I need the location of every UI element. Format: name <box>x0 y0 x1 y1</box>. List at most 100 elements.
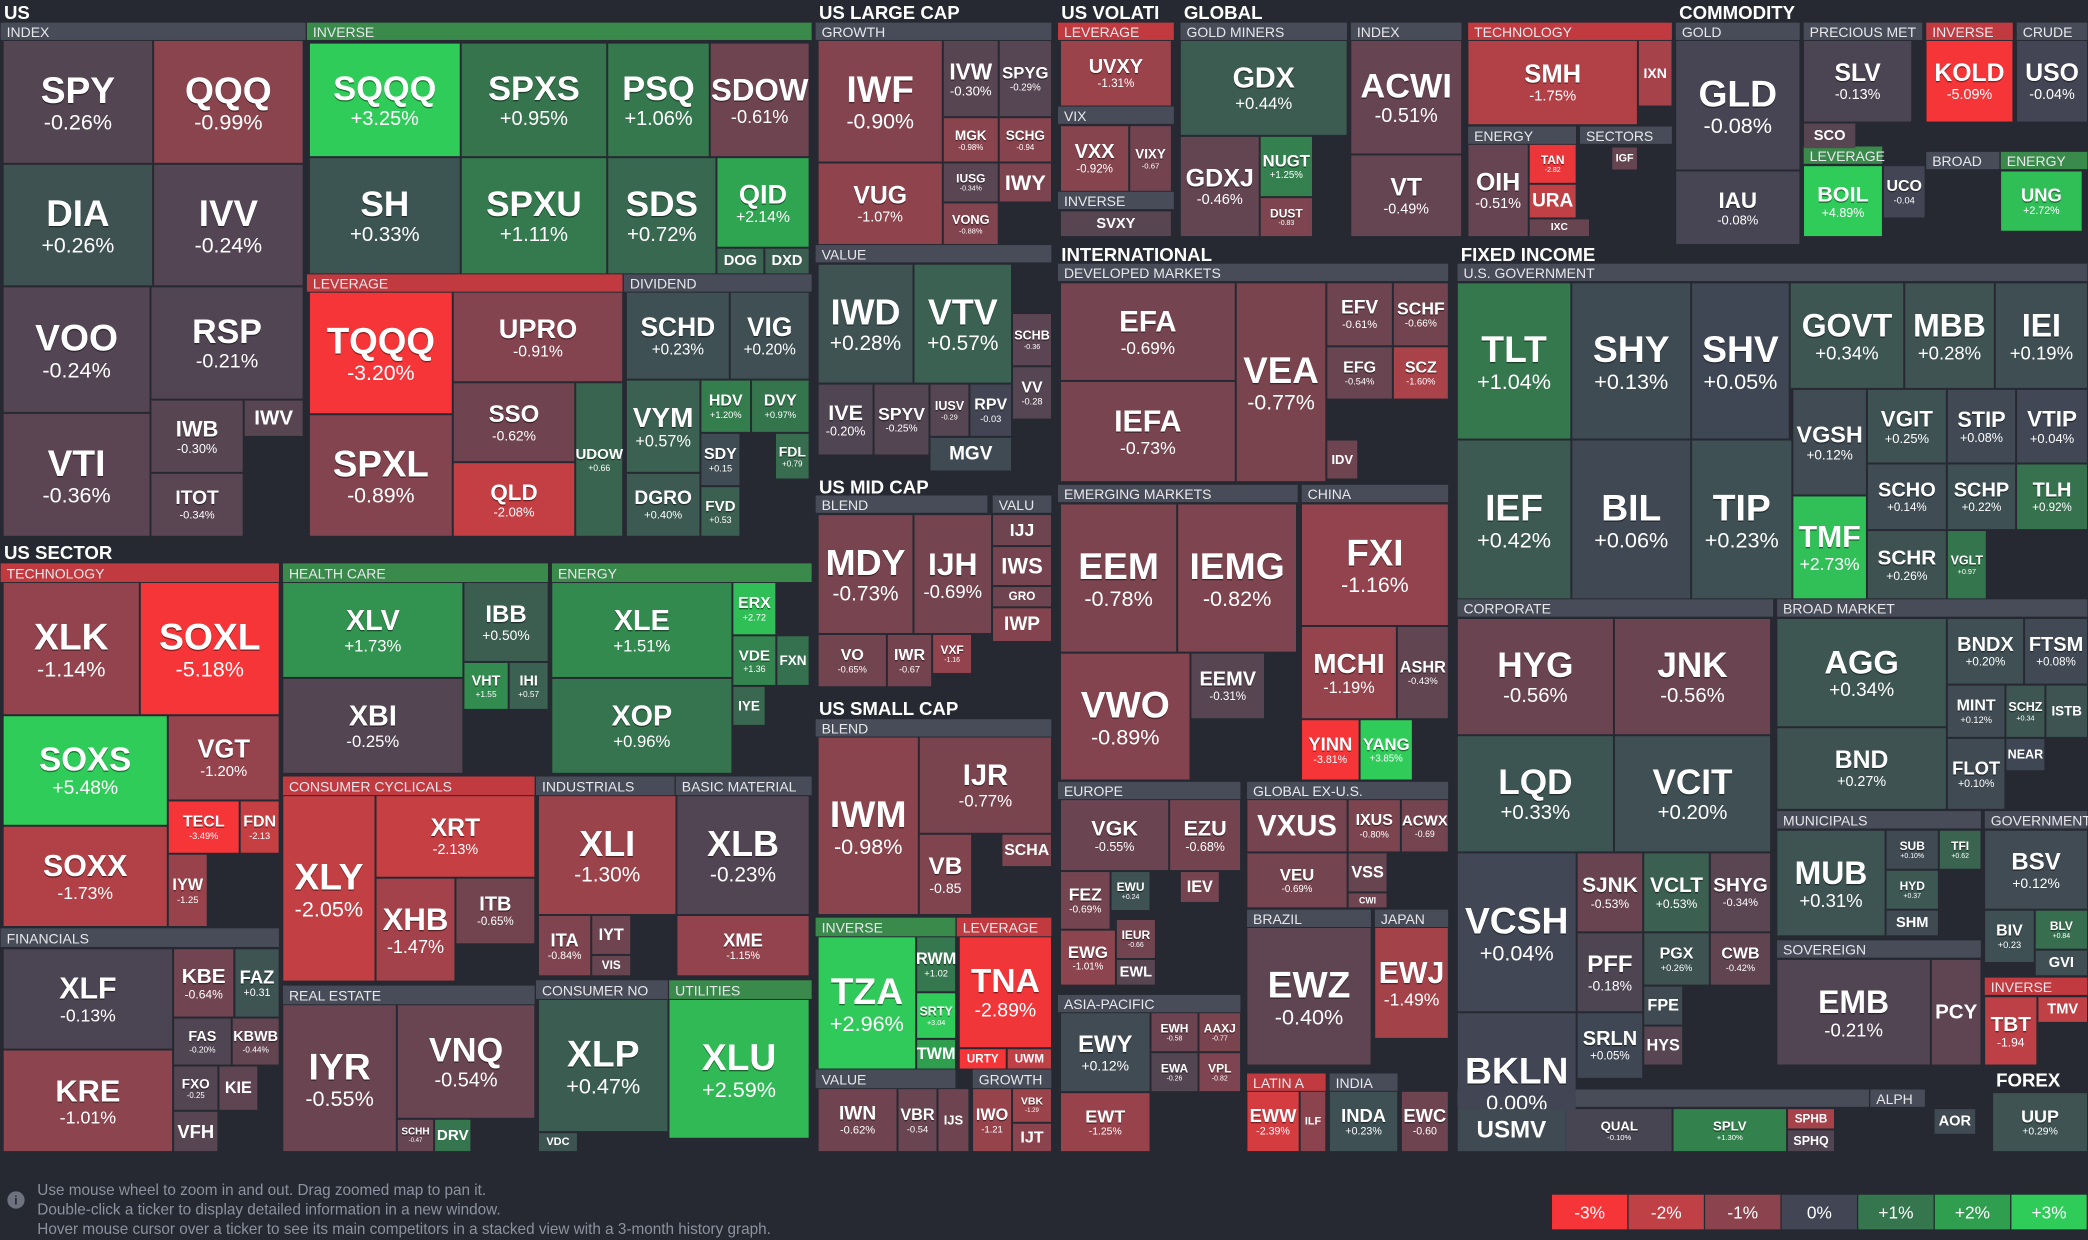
etf-tile[interactable] <box>1013 313 1051 366</box>
etf-tile[interactable] <box>174 1111 218 1152</box>
etf-tile[interactable] <box>1676 40 1800 170</box>
etf-tile[interactable] <box>1777 959 1930 1065</box>
etf-tile[interactable] <box>626 292 729 379</box>
etf-tile[interactable] <box>710 43 809 157</box>
etf-tile[interactable] <box>765 248 809 274</box>
etf-tile[interactable] <box>930 384 969 436</box>
etf-tile[interactable] <box>818 634 886 687</box>
etf-tile[interactable] <box>1710 853 1771 932</box>
etf-tile[interactable] <box>919 737 1051 833</box>
etf-tile[interactable] <box>1788 1130 1834 1152</box>
etf-tile[interactable] <box>1993 1093 2088 1152</box>
etf-tile[interactable] <box>733 583 776 635</box>
etf-tile[interactable] <box>1060 211 1171 237</box>
etf-tile[interactable] <box>1947 464 2016 530</box>
etf-tile[interactable] <box>1393 283 1448 346</box>
etf-tile[interactable] <box>219 1066 258 1110</box>
etf-tile[interactable] <box>1710 933 1771 985</box>
etf-tile[interactable] <box>973 1089 1012 1152</box>
etf-tile[interactable] <box>1804 166 1882 237</box>
etf-tile[interactable] <box>1007 1049 1051 1069</box>
etf-tile[interactable] <box>818 264 913 383</box>
etf-tile[interactable] <box>1300 1091 1326 1152</box>
etf-tile[interactable] <box>608 43 709 157</box>
etf-tile[interactable] <box>154 40 303 163</box>
etf-tile[interactable] <box>3 583 139 715</box>
etf-tile[interactable] <box>1457 440 1571 599</box>
etf-tile[interactable] <box>677 916 809 976</box>
etf-tile[interactable] <box>3 413 150 536</box>
etf-tile[interactable] <box>1947 738 2005 809</box>
etf-tile[interactable] <box>917 1039 956 1069</box>
etf-tile[interactable] <box>453 463 575 536</box>
etf-tile[interactable] <box>2017 464 2088 530</box>
etf-tile[interactable] <box>2001 171 2082 231</box>
etf-tile[interactable] <box>1116 959 1155 985</box>
etf-tile[interactable] <box>1180 136 1259 237</box>
etf-tile[interactable] <box>168 801 239 853</box>
etf-tile[interactable] <box>2017 40 2088 122</box>
etf-tile[interactable] <box>1060 800 1169 871</box>
etf-tile[interactable] <box>1457 283 1571 439</box>
etf-tile[interactable] <box>943 40 998 117</box>
etf-tile[interactable] <box>464 662 508 709</box>
etf-tile[interactable] <box>397 1005 535 1118</box>
etf-tile[interactable] <box>3 1050 173 1152</box>
etf-tile[interactable] <box>2035 950 2088 976</box>
etf-tile[interactable] <box>1130 126 1171 191</box>
etf-tile[interactable] <box>1260 136 1312 197</box>
etf-tile[interactable] <box>999 163 1051 202</box>
etf-tile[interactable] <box>730 292 809 379</box>
etf-tile[interactable] <box>1804 40 1912 122</box>
etf-tile[interactable] <box>887 634 932 687</box>
etf-tile[interactable] <box>1060 1093 1150 1152</box>
etf-tile[interactable] <box>3 164 153 286</box>
etf-tile[interactable] <box>309 415 452 536</box>
etf-tile[interactable] <box>1302 720 1359 780</box>
etf-tile[interactable] <box>240 801 279 853</box>
etf-tile[interactable] <box>453 292 623 382</box>
etf-tile[interactable] <box>677 796 809 915</box>
etf-tile[interactable] <box>168 716 279 800</box>
etf-tile[interactable] <box>993 608 1051 641</box>
etf-tile[interactable] <box>1867 464 1946 530</box>
etf-tile[interactable] <box>1529 184 1576 218</box>
etf-tile[interactable] <box>309 43 460 157</box>
etf-tile[interactable] <box>3 826 167 927</box>
etf-tile[interactable] <box>1060 40 1171 106</box>
etf-tile[interactable] <box>1302 504 1448 625</box>
etf-tile[interactable] <box>701 487 740 536</box>
etf-tile[interactable] <box>1151 1013 1198 1052</box>
etf-tile[interactable] <box>1401 1091 1448 1152</box>
etf-tile[interactable] <box>1673 1109 1787 1152</box>
etf-tile[interactable] <box>1777 728 1946 809</box>
etf-tile[interactable] <box>917 937 956 992</box>
etf-tile[interactable] <box>376 796 535 877</box>
etf-tile[interactable] <box>1612 147 1637 170</box>
etf-tile[interactable] <box>1199 1053 1241 1092</box>
etf-tile[interactable] <box>1985 997 2037 1065</box>
etf-tile[interactable] <box>174 1018 231 1065</box>
etf-tile[interactable] <box>776 433 809 479</box>
etf-tile[interactable] <box>1529 144 1576 183</box>
etf-tile[interactable] <box>914 515 992 633</box>
etf-tile[interactable] <box>1397 626 1448 719</box>
etf-tile[interactable] <box>1926 40 2013 122</box>
etf-tile[interactable] <box>435 1119 471 1152</box>
etf-tile[interactable] <box>1804 123 1856 149</box>
etf-tile[interactable] <box>1644 1026 1683 1065</box>
etf-tile[interactable] <box>1995 283 2088 388</box>
etf-tile[interactable] <box>538 916 591 976</box>
etf-tile[interactable] <box>1351 40 1462 154</box>
etf-tile[interactable] <box>509 662 548 709</box>
etf-tile[interactable] <box>1572 283 1691 439</box>
etf-tile[interactable] <box>1060 653 1190 780</box>
etf-tile[interactable] <box>2017 389 2088 463</box>
etf-tile[interactable] <box>818 515 913 633</box>
etf-tile[interactable] <box>1180 872 1219 903</box>
etf-tile[interactable] <box>461 43 607 157</box>
etf-tile[interactable] <box>943 203 998 245</box>
etf-tile[interactable] <box>993 515 1051 546</box>
etf-tile[interactable] <box>1348 893 1387 908</box>
etf-tile[interactable] <box>898 1089 937 1152</box>
